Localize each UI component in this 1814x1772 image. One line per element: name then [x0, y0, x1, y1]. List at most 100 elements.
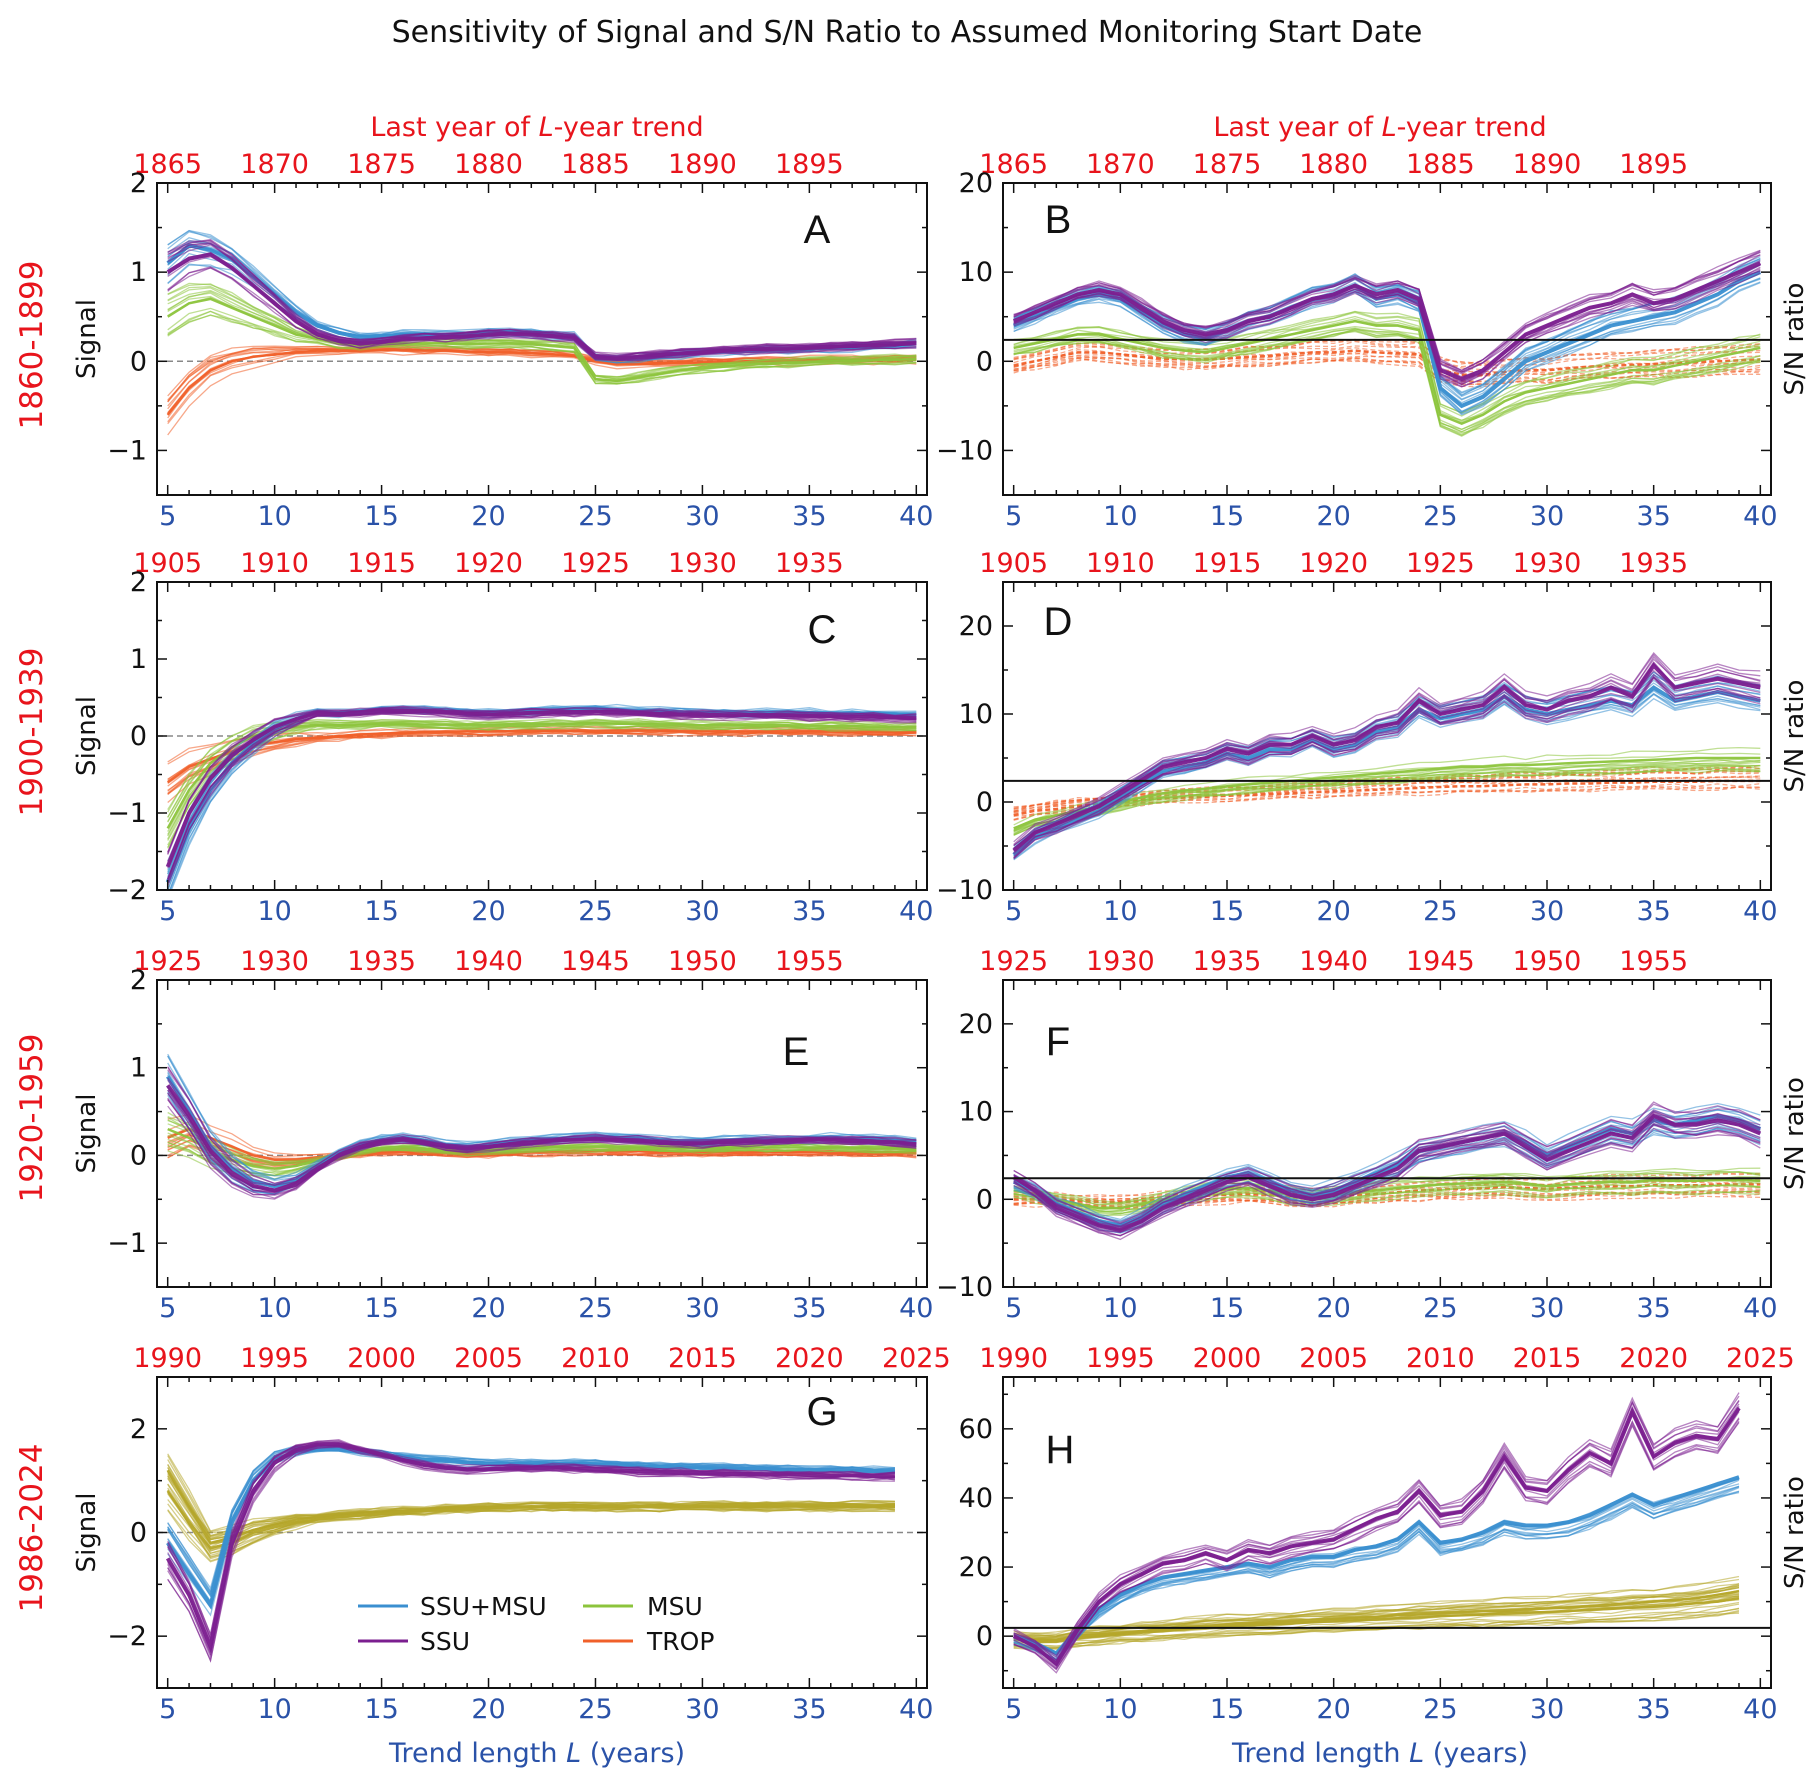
- top-tick-label: 1945: [1406, 946, 1475, 977]
- x-tick-label: 15: [1210, 896, 1244, 927]
- x-tick-label: 15: [1210, 1293, 1244, 1324]
- y-tick-label: 0: [130, 721, 147, 752]
- plot-area: [1003, 1392, 1771, 1674]
- series-member-msu: [1013, 328, 1761, 433]
- top-tick-label: 2010: [1406, 1343, 1475, 1374]
- top-tick-label: 1925: [561, 548, 630, 579]
- top-tick-label: 2000: [347, 1343, 416, 1374]
- x-tick-label: 10: [257, 896, 291, 927]
- series-member-trop: [1013, 769, 1761, 812]
- series-member-ssu-msu: [169, 709, 917, 890]
- x-tick-label: 10: [257, 1293, 291, 1324]
- y-tick-label: 1: [130, 257, 147, 288]
- series-member-msu: [1013, 330, 1761, 434]
- x-tick-label: 20: [1316, 1694, 1350, 1725]
- x-tick-label: 5: [1005, 1293, 1022, 1324]
- x-tick-label: 30: [685, 501, 719, 532]
- y-tick-label: 0: [976, 346, 993, 377]
- y-tick-label: 0: [130, 1518, 147, 1549]
- series-member-ssu: [1013, 249, 1761, 372]
- series-member-msu: [1013, 1170, 1761, 1206]
- series-line-trop: [166, 729, 917, 784]
- x-tick-label: 40: [899, 1293, 933, 1324]
- top-tick-label: 1870: [240, 149, 309, 180]
- y-tick-label: −2: [107, 1621, 147, 1652]
- series-member-msu: [167, 1138, 917, 1175]
- series-member-trop: [1013, 1584, 1740, 1637]
- series-member-ssu-msu: [1013, 1102, 1761, 1221]
- panel-letter: H: [1046, 1428, 1075, 1472]
- top-tick-label: 1950: [1513, 946, 1582, 977]
- series-member-trop: [1013, 786, 1761, 821]
- row-label-1: 1860-1899: [14, 261, 50, 430]
- x-tick-label: 20: [1316, 501, 1350, 532]
- series-member-msu: [167, 724, 917, 848]
- y-tick-label: 2: [130, 567, 147, 598]
- y-tick-label: 10: [959, 257, 993, 288]
- top-tick-label: 1880: [1299, 149, 1368, 180]
- series-member-msu: [167, 1503, 895, 1557]
- top-tick-label: 1990: [133, 1343, 202, 1374]
- top-tick-label: 1930: [1086, 946, 1155, 977]
- axes-frame: [1002, 182, 1772, 496]
- series-line-msu: [166, 1490, 895, 1550]
- x-tick-label: 35: [792, 1293, 826, 1324]
- x-tick-label: 15: [364, 501, 398, 532]
- panel-letter: F: [1046, 1020, 1070, 1064]
- series-member-msu: [1013, 1190, 1761, 1218]
- y-axis-label: Signal: [72, 1094, 102, 1174]
- top-tick-label: 2015: [668, 1343, 737, 1374]
- x-tick-label: 25: [1423, 501, 1457, 532]
- y-tick-label: 20: [959, 1009, 993, 1040]
- series-member-ssu: [1013, 653, 1761, 845]
- x-tick-label: 40: [1743, 1293, 1777, 1324]
- series-member-trop: [167, 730, 917, 791]
- top-tick-label: 1945: [561, 946, 630, 977]
- legend-label-ssu-msu: SSU+MSU: [420, 1592, 547, 1621]
- y-tick-label: 10: [959, 699, 993, 730]
- x-tick-label: 15: [364, 1293, 398, 1324]
- series-member-ssu: [1013, 254, 1761, 375]
- series-member-ssu: [1013, 1110, 1761, 1229]
- top-tick-label: 1905: [979, 548, 1048, 579]
- series-line-ssu: [165, 1442, 895, 1654]
- series-member-ssu-msu: [1013, 282, 1761, 415]
- series-member-ssu: [1013, 1101, 1761, 1223]
- top-tick-label: 1910: [1086, 548, 1155, 579]
- series-line-msu: [166, 721, 917, 830]
- top-tick-label: 1910: [240, 548, 309, 579]
- top-tick-label: 1925: [979, 946, 1048, 977]
- y-tick-label: −10: [936, 875, 993, 906]
- row-label-3: 1920-1959: [14, 1034, 50, 1203]
- x-tick-label: 40: [899, 501, 933, 532]
- series-member-ssu: [1013, 268, 1761, 385]
- x-tick-label: 5: [159, 896, 176, 927]
- y-tick-label: −1: [107, 798, 147, 829]
- panel-f: 5 10 15 20 25 30 35 40 1925 1930 1935 1940 1945 1950 1…: [936, 946, 1810, 1324]
- x-tick-label: 35: [1636, 1694, 1670, 1725]
- x-tick-label: 5: [159, 1293, 176, 1324]
- x-tick-label: 20: [471, 1293, 505, 1324]
- y-axis-label: S/N ratio: [1780, 1077, 1810, 1190]
- series-member-msu: [167, 1487, 895, 1545]
- row-label-2: 1900-1939: [14, 648, 50, 817]
- series-member-msu: [167, 724, 917, 849]
- x-tick-label: 35: [792, 896, 826, 927]
- x-tick-label: 10: [1103, 1694, 1137, 1725]
- top-tick-label: 1865: [133, 149, 202, 180]
- series-member-ssu: [1013, 1122, 1761, 1237]
- top-tick-label: 1935: [775, 548, 844, 579]
- series-line-msu: [167, 1127, 917, 1170]
- top-tick-label: 1955: [1619, 946, 1688, 977]
- x-tick-label: 20: [471, 896, 505, 927]
- x-tick-label: 20: [1316, 1293, 1350, 1324]
- top-tick-label: 1875: [347, 149, 416, 180]
- panel-letter: E: [783, 1030, 810, 1074]
- series-member-ssu: [1013, 1109, 1761, 1228]
- top-axis-label-right: Last year of L-year trend: [1213, 112, 1546, 143]
- series-line-msu: [1013, 1589, 1740, 1641]
